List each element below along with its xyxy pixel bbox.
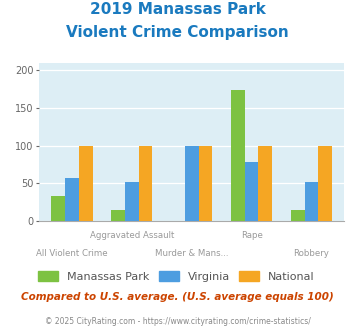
Text: 2019 Manassas Park: 2019 Manassas Park bbox=[89, 2, 266, 16]
Legend: Manassas Park, Virginia, National: Manassas Park, Virginia, National bbox=[38, 271, 314, 282]
Text: Violent Crime Comparison: Violent Crime Comparison bbox=[66, 25, 289, 40]
Bar bbox=[111, 210, 125, 221]
Text: Murder & Mans...: Murder & Mans... bbox=[155, 249, 229, 258]
Bar bbox=[51, 196, 65, 221]
Bar bbox=[65, 178, 79, 221]
Text: Rape: Rape bbox=[241, 231, 262, 240]
Bar bbox=[291, 210, 305, 221]
Bar bbox=[139, 146, 153, 221]
Bar bbox=[305, 182, 318, 221]
Text: © 2025 CityRating.com - https://www.cityrating.com/crime-statistics/: © 2025 CityRating.com - https://www.city… bbox=[45, 317, 310, 326]
Bar bbox=[258, 146, 272, 221]
Bar bbox=[245, 161, 258, 221]
Bar bbox=[185, 146, 198, 221]
Bar bbox=[198, 146, 212, 221]
Text: All Violent Crime: All Violent Crime bbox=[36, 249, 108, 258]
Bar bbox=[79, 146, 93, 221]
Bar bbox=[318, 146, 332, 221]
Text: Compared to U.S. average. (U.S. average equals 100): Compared to U.S. average. (U.S. average … bbox=[21, 292, 334, 302]
Text: Aggravated Assault: Aggravated Assault bbox=[90, 231, 174, 240]
Text: Robbery: Robbery bbox=[294, 249, 329, 258]
Bar bbox=[125, 182, 139, 221]
Bar bbox=[231, 90, 245, 221]
